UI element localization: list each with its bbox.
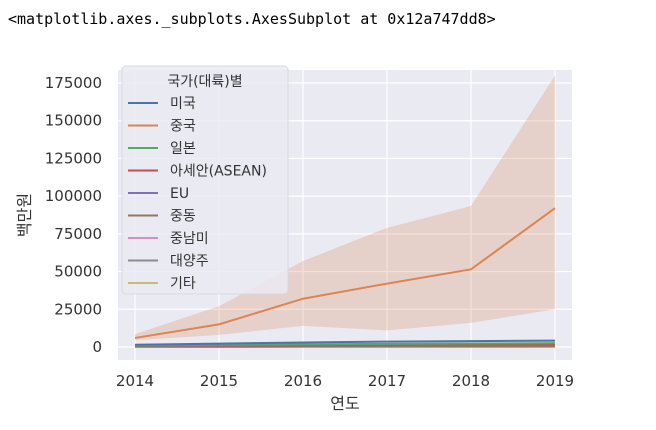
x-tick-label: 2018	[452, 372, 490, 390]
y-tick-label: 50000	[54, 263, 102, 281]
x-tick-labels: 2014 2015 2016 2017 2018 2019	[116, 372, 574, 390]
series-line	[134, 339, 556, 346]
y-tick-label: 100000	[45, 187, 102, 205]
y-tick-label: 175000	[45, 74, 102, 92]
legend-label: 대양주	[170, 254, 209, 270]
legend-title: 국가(대륙)별	[167, 74, 242, 90]
legend-label: 미국	[170, 96, 196, 112]
legend-label: 중국	[170, 119, 196, 135]
series-line	[134, 207, 556, 339]
series-line	[134, 342, 556, 347]
legend-label: EU	[170, 186, 189, 202]
series-lines	[134, 207, 556, 348]
x-tick-label: 2015	[200, 372, 238, 390]
confidence-bands	[135, 75, 555, 341]
y-tick-label: 25000	[54, 300, 102, 318]
legend-label: 중동	[170, 209, 196, 225]
y-axis-label: 백만원	[15, 193, 34, 237]
legend-label: 중남미	[170, 231, 209, 247]
legend-label: 일본	[170, 141, 196, 157]
x-tick-label: 2019	[536, 372, 574, 390]
legend-box	[121, 65, 289, 295]
legend-label: 아세안(ASEAN)	[170, 164, 267, 180]
y-tick-label: 0	[92, 338, 102, 356]
output-repr-text: <matplotlib.axes._subplots.AxesSubplot a…	[8, 10, 496, 28]
x-axis-label: 연도	[330, 394, 359, 413]
y-tick-label: 75000	[54, 225, 102, 243]
x-tick-label: 2016	[284, 372, 322, 390]
x-tick-label: 2017	[368, 372, 406, 390]
y-tick-labels: 0 25000 50000 75000 100000 125000 150000 175000	[45, 74, 102, 356]
x-tick-label: 2014	[116, 372, 154, 390]
y-tick-label: 150000	[45, 112, 102, 130]
y-tick-label: 125000	[45, 149, 102, 167]
legend-label: 기타	[170, 276, 196, 292]
confidence-band	[135, 75, 555, 341]
